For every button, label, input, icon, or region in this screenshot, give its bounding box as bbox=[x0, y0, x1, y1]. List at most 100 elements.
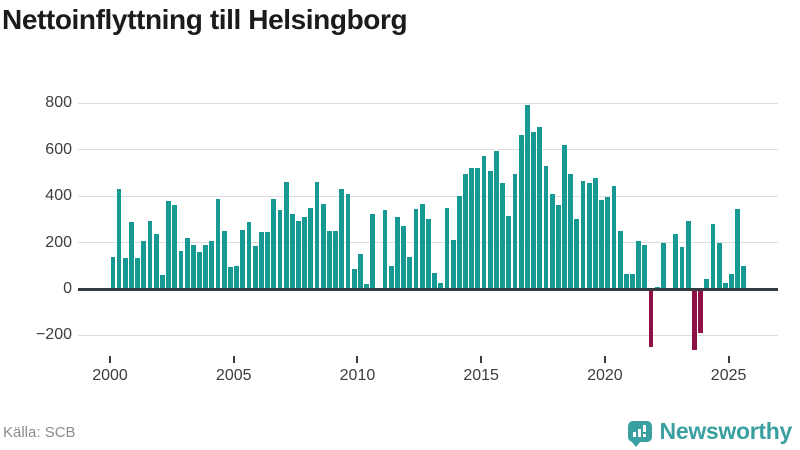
bar-2022-q2 bbox=[661, 242, 666, 289]
x-axis-tick-2000 bbox=[109, 356, 111, 363]
bar-2001-q1 bbox=[135, 257, 141, 289]
gridline-600 bbox=[78, 149, 778, 151]
bar-2019-q1 bbox=[580, 181, 586, 289]
bar-2010-q2 bbox=[364, 284, 369, 289]
logo-bar-icon bbox=[637, 428, 641, 437]
bar-2001-q4 bbox=[153, 234, 159, 289]
bar-2019-q4 bbox=[599, 199, 604, 289]
bar-2020-q1 bbox=[605, 197, 611, 289]
bar-2001-q2 bbox=[141, 241, 147, 289]
bar-2016-q3 bbox=[518, 134, 524, 289]
bar-2021-q1 bbox=[630, 273, 635, 289]
bar-2003-q1 bbox=[184, 237, 190, 289]
bar-2015-q4 bbox=[500, 183, 505, 289]
bar-2012-q2 bbox=[413, 208, 419, 289]
bar-2004-q4 bbox=[228, 266, 233, 289]
bar-2019-q2 bbox=[586, 183, 592, 289]
bar-2009-q3 bbox=[345, 193, 351, 289]
bar-2004-q2 bbox=[215, 198, 221, 289]
bar-2008-q1 bbox=[308, 207, 314, 289]
bar-2015-q3 bbox=[494, 150, 499, 289]
gridline-800 bbox=[78, 102, 778, 104]
bar-2001-q3 bbox=[147, 220, 153, 289]
bar-2009-q4 bbox=[351, 269, 357, 289]
bar-2008-q2 bbox=[314, 182, 320, 289]
x-axis-tick-2020 bbox=[603, 356, 606, 363]
bar-2024-q2 bbox=[710, 224, 716, 289]
bar-2008-q3 bbox=[320, 204, 326, 289]
bar-2005-q1 bbox=[234, 265, 240, 289]
bar-2011-q2 bbox=[388, 265, 394, 289]
bar-2023-q3 bbox=[691, 289, 697, 351]
bar-2002-q4 bbox=[178, 250, 184, 289]
bar-2018-q4 bbox=[574, 219, 580, 289]
bar-2025-q2 bbox=[735, 208, 741, 289]
bar-2011-q3 bbox=[395, 217, 400, 289]
bar-2006-q1 bbox=[258, 232, 264, 289]
bar-2002-q1 bbox=[159, 275, 165, 289]
bar-2020-q3 bbox=[617, 231, 623, 289]
bar-2020-q4 bbox=[623, 273, 629, 289]
bar-2007-q1 bbox=[283, 182, 289, 289]
bar-2013-q4 bbox=[450, 240, 456, 289]
logo-exclamation-icon bbox=[642, 424, 646, 432]
bar-2003-q4 bbox=[203, 244, 209, 289]
bar-2004-q1 bbox=[209, 241, 215, 289]
bar-2016-q1 bbox=[506, 215, 512, 289]
zero-axis-line bbox=[78, 287, 778, 291]
gridline-400 bbox=[78, 195, 778, 197]
bar-2007-q2 bbox=[289, 213, 295, 289]
bar-2008-q4 bbox=[327, 231, 332, 289]
bar-2015-q2 bbox=[487, 170, 493, 289]
bar-chart-bubble-icon bbox=[627, 420, 652, 447]
x-axis-label-2025: 2025 bbox=[710, 367, 747, 384]
source-credit: Källa: SCB bbox=[3, 424, 76, 441]
bar-2018-q3 bbox=[568, 174, 574, 289]
bar-2021-q4 bbox=[648, 289, 654, 347]
logo-bar-icon bbox=[632, 431, 636, 437]
bar-2018-q2 bbox=[562, 145, 567, 289]
bar-2005-q2 bbox=[240, 229, 246, 289]
bar-2010-q3 bbox=[370, 213, 376, 289]
bar-2007-q4 bbox=[302, 217, 308, 289]
bar-2014-q3 bbox=[469, 168, 475, 289]
bar-2021-q3 bbox=[642, 244, 648, 289]
chart-title: Nettoinflyttning till Helsingborg bbox=[2, 4, 408, 35]
x-axis-label-2015: 2015 bbox=[463, 367, 499, 384]
y-axis-label-0: 0 bbox=[63, 280, 72, 297]
bar-2016-q2 bbox=[512, 174, 518, 289]
bar-2020-q2 bbox=[611, 185, 617, 289]
newsworthy-logo: Newsworthy bbox=[627, 416, 793, 447]
x-axis-label-2000: 2000 bbox=[92, 367, 128, 384]
bar-2014-q4 bbox=[475, 168, 481, 289]
brand-name: Newsworthy bbox=[659, 417, 793, 444]
bar-2000-q3 bbox=[122, 257, 128, 289]
gridline--200 bbox=[78, 334, 778, 336]
bar-2025-q3 bbox=[741, 265, 747, 289]
bar-2024-q3 bbox=[716, 242, 722, 289]
bar-2010-q1 bbox=[357, 254, 363, 289]
bar-2013-q1 bbox=[432, 272, 437, 289]
bar-2011-q4 bbox=[401, 226, 407, 289]
bar-2002-q2 bbox=[166, 200, 171, 289]
bar-2009-q2 bbox=[339, 189, 345, 289]
bar-2016-q4 bbox=[524, 104, 530, 289]
bar-2006-q4 bbox=[277, 210, 283, 289]
bar-2019-q3 bbox=[593, 177, 598, 289]
y-axis-label-600: 600 bbox=[45, 140, 72, 158]
bar-2014-q2 bbox=[463, 174, 468, 289]
bar-2021-q2 bbox=[636, 241, 642, 289]
bar-2009-q1 bbox=[333, 231, 338, 289]
bar-2013-q2 bbox=[438, 283, 444, 289]
bar-2013-q3 bbox=[444, 207, 450, 289]
x-axis-tick-2015 bbox=[480, 356, 483, 363]
x-axis-tick-2010 bbox=[356, 356, 359, 363]
bar-2007-q3 bbox=[296, 220, 301, 289]
bar-2012-q1 bbox=[407, 256, 413, 289]
y-axis-label--200: −200 bbox=[35, 326, 72, 344]
y-axis-label-200: 200 bbox=[45, 233, 72, 251]
bar-2000-q4 bbox=[129, 221, 134, 289]
bar-2015-q1 bbox=[481, 155, 487, 289]
bar-2025-q1 bbox=[729, 273, 734, 289]
